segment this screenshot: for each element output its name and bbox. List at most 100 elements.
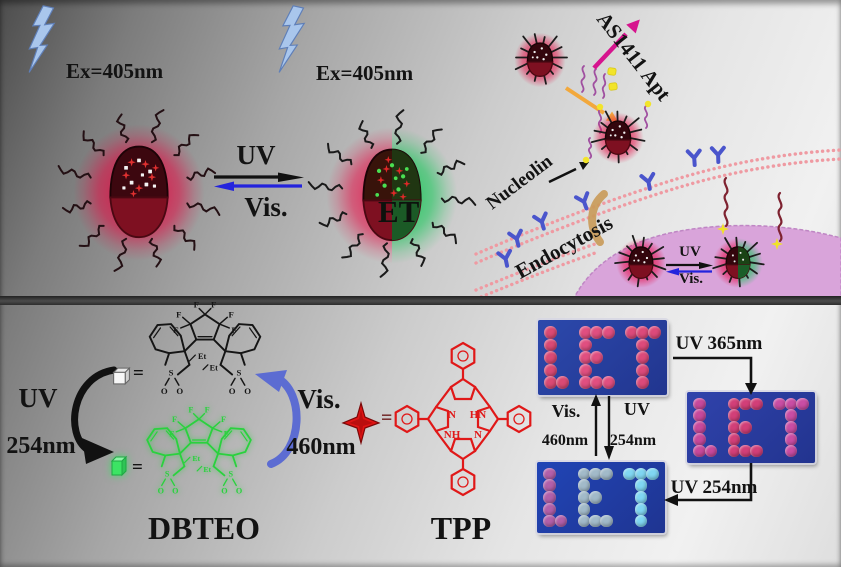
photo-panel-dot [601, 376, 615, 390]
photo-panel-dot [693, 444, 707, 458]
uv-curved-arrow [71, 366, 118, 464]
tpp-star-icon [341, 400, 381, 446]
photo-panel-dot [590, 376, 604, 390]
photo-panel-dot [623, 467, 636, 481]
uv365-elbow-arrow [673, 356, 757, 395]
panel-initial [538, 320, 667, 395]
closed-form-cube-icon [110, 455, 128, 477]
photo-panel-dot [738, 444, 752, 458]
uv-vis-equilibrium-arrows [214, 172, 304, 191]
photo-panel-dot [544, 325, 558, 339]
photo-panel-dot [588, 514, 602, 528]
photo-panel-dot [636, 376, 650, 390]
open-form-cube-icon [112, 366, 131, 386]
photo-panel-dot [577, 479, 591, 493]
photo-panel-dot [636, 325, 650, 339]
photo-panel-dot [693, 397, 707, 411]
photo-panel-dot [578, 376, 592, 390]
photo-panel-dot [727, 432, 741, 446]
excitation-label-2: Ex=405nm [316, 61, 414, 85]
photo-panel-dot [577, 514, 591, 528]
nanoparticle-core [102, 139, 176, 241]
tpp-equals: = [381, 407, 393, 429]
photo-panel-dot [634, 502, 648, 516]
photo-panel-dot [750, 444, 764, 458]
tpp-nh-label: NH [444, 429, 461, 441]
nanoparticle-in-cell-red-green [707, 232, 769, 294]
photo-panel-dot [693, 432, 707, 446]
nanoparticle-small-red-aptamer [586, 106, 650, 170]
photo-panel-dot [588, 467, 602, 481]
photo-panel-dot [590, 351, 604, 364]
photo-panel-dot [704, 444, 718, 458]
photo-panel-dot [578, 363, 592, 377]
tpp-structure: N HN NH N [394, 341, 532, 497]
photo-panel-dot [600, 467, 614, 481]
photo-panel-dot [543, 479, 557, 493]
photo-panel-dot [543, 502, 557, 516]
photo-panel-dot [634, 491, 648, 504]
closed-equals: = [132, 457, 143, 478]
panel-after-uv254 [537, 462, 665, 533]
photo-panel-dot [554, 514, 568, 528]
photo-panel-dot [578, 325, 592, 339]
nucleolin-receptors [496, 145, 726, 268]
aptamer-arrow [592, 19, 640, 70]
dbteo-name: DBTEO [147, 510, 261, 546]
tpp-name: TPP [430, 510, 492, 546]
lightning-bolt-icon [278, 5, 306, 73]
cell-uv-label: UV [679, 244, 701, 260]
photo-panel-dot [544, 376, 558, 390]
uv254-elbow-arrow [664, 463, 753, 506]
photo-panel-dot [738, 421, 752, 434]
dbteo-vis-nm-label: 460nm [286, 434, 356, 460]
uv365-arrow-label: UV 365nm [675, 333, 763, 354]
photo-panel-dot [543, 514, 557, 528]
photo-panel-dot [727, 444, 741, 458]
excitation-label-1: Ex=405nm [66, 59, 164, 83]
photo-panel-dot [636, 363, 650, 377]
photo-panel-dot [784, 432, 798, 446]
lightning-bolt-icon [28, 5, 56, 73]
photo-panel-dot [727, 397, 741, 411]
photo-panel-dot [544, 351, 558, 364]
photo-panel-dot [601, 325, 615, 339]
photo-panel-dot [600, 514, 614, 528]
photo-panel-dot [588, 491, 602, 504]
released-strands [723, 176, 783, 243]
photo-panel-dot [543, 467, 557, 481]
photo-panel-dot [544, 338, 558, 352]
photo-panel-dot [727, 421, 741, 434]
photo-panel-dot [784, 421, 798, 434]
cell-uv-vis-arrows [666, 262, 713, 276]
panel-uv-label: UV [624, 399, 650, 419]
photo-panel-dot [578, 338, 592, 352]
nanoparticle-in-cell-red [610, 232, 672, 294]
photo-panel-dot [624, 325, 638, 339]
panel-vis-nm-label: 460nm [541, 432, 589, 449]
dbteo-uv-label: UV [18, 383, 58, 413]
uv254-arrow-label: UV 254nm [670, 477, 758, 498]
nanoparticle-red [55, 105, 223, 280]
photo-panel-dot [693, 409, 707, 423]
photo-panel-dot [647, 325, 661, 339]
panel-uv-nm-label: 254nm [609, 432, 657, 449]
photo-panel-dot [634, 479, 648, 493]
aptamer-strands [580, 65, 607, 99]
photo-panel-dot [784, 444, 798, 458]
aptamer-tags [607, 67, 618, 91]
photo-panel-dot [727, 409, 741, 423]
dbteo-uv-nm-label: 254nm [6, 433, 76, 459]
section-divider [0, 296, 841, 305]
photo-panel-dot [577, 502, 591, 516]
vis-uv-vertical-arrows [591, 394, 614, 460]
tpp-n-label: N [474, 429, 482, 441]
photo-panel-dot [795, 397, 809, 411]
photo-panel-dot [634, 467, 648, 481]
panel-vis-label: Vis. [551, 401, 581, 421]
photo-panel-dot [645, 467, 659, 481]
energy-transfer-label: ET [378, 194, 420, 229]
photo-panel-dot [636, 351, 650, 364]
tpp-n-label: N [448, 409, 456, 421]
